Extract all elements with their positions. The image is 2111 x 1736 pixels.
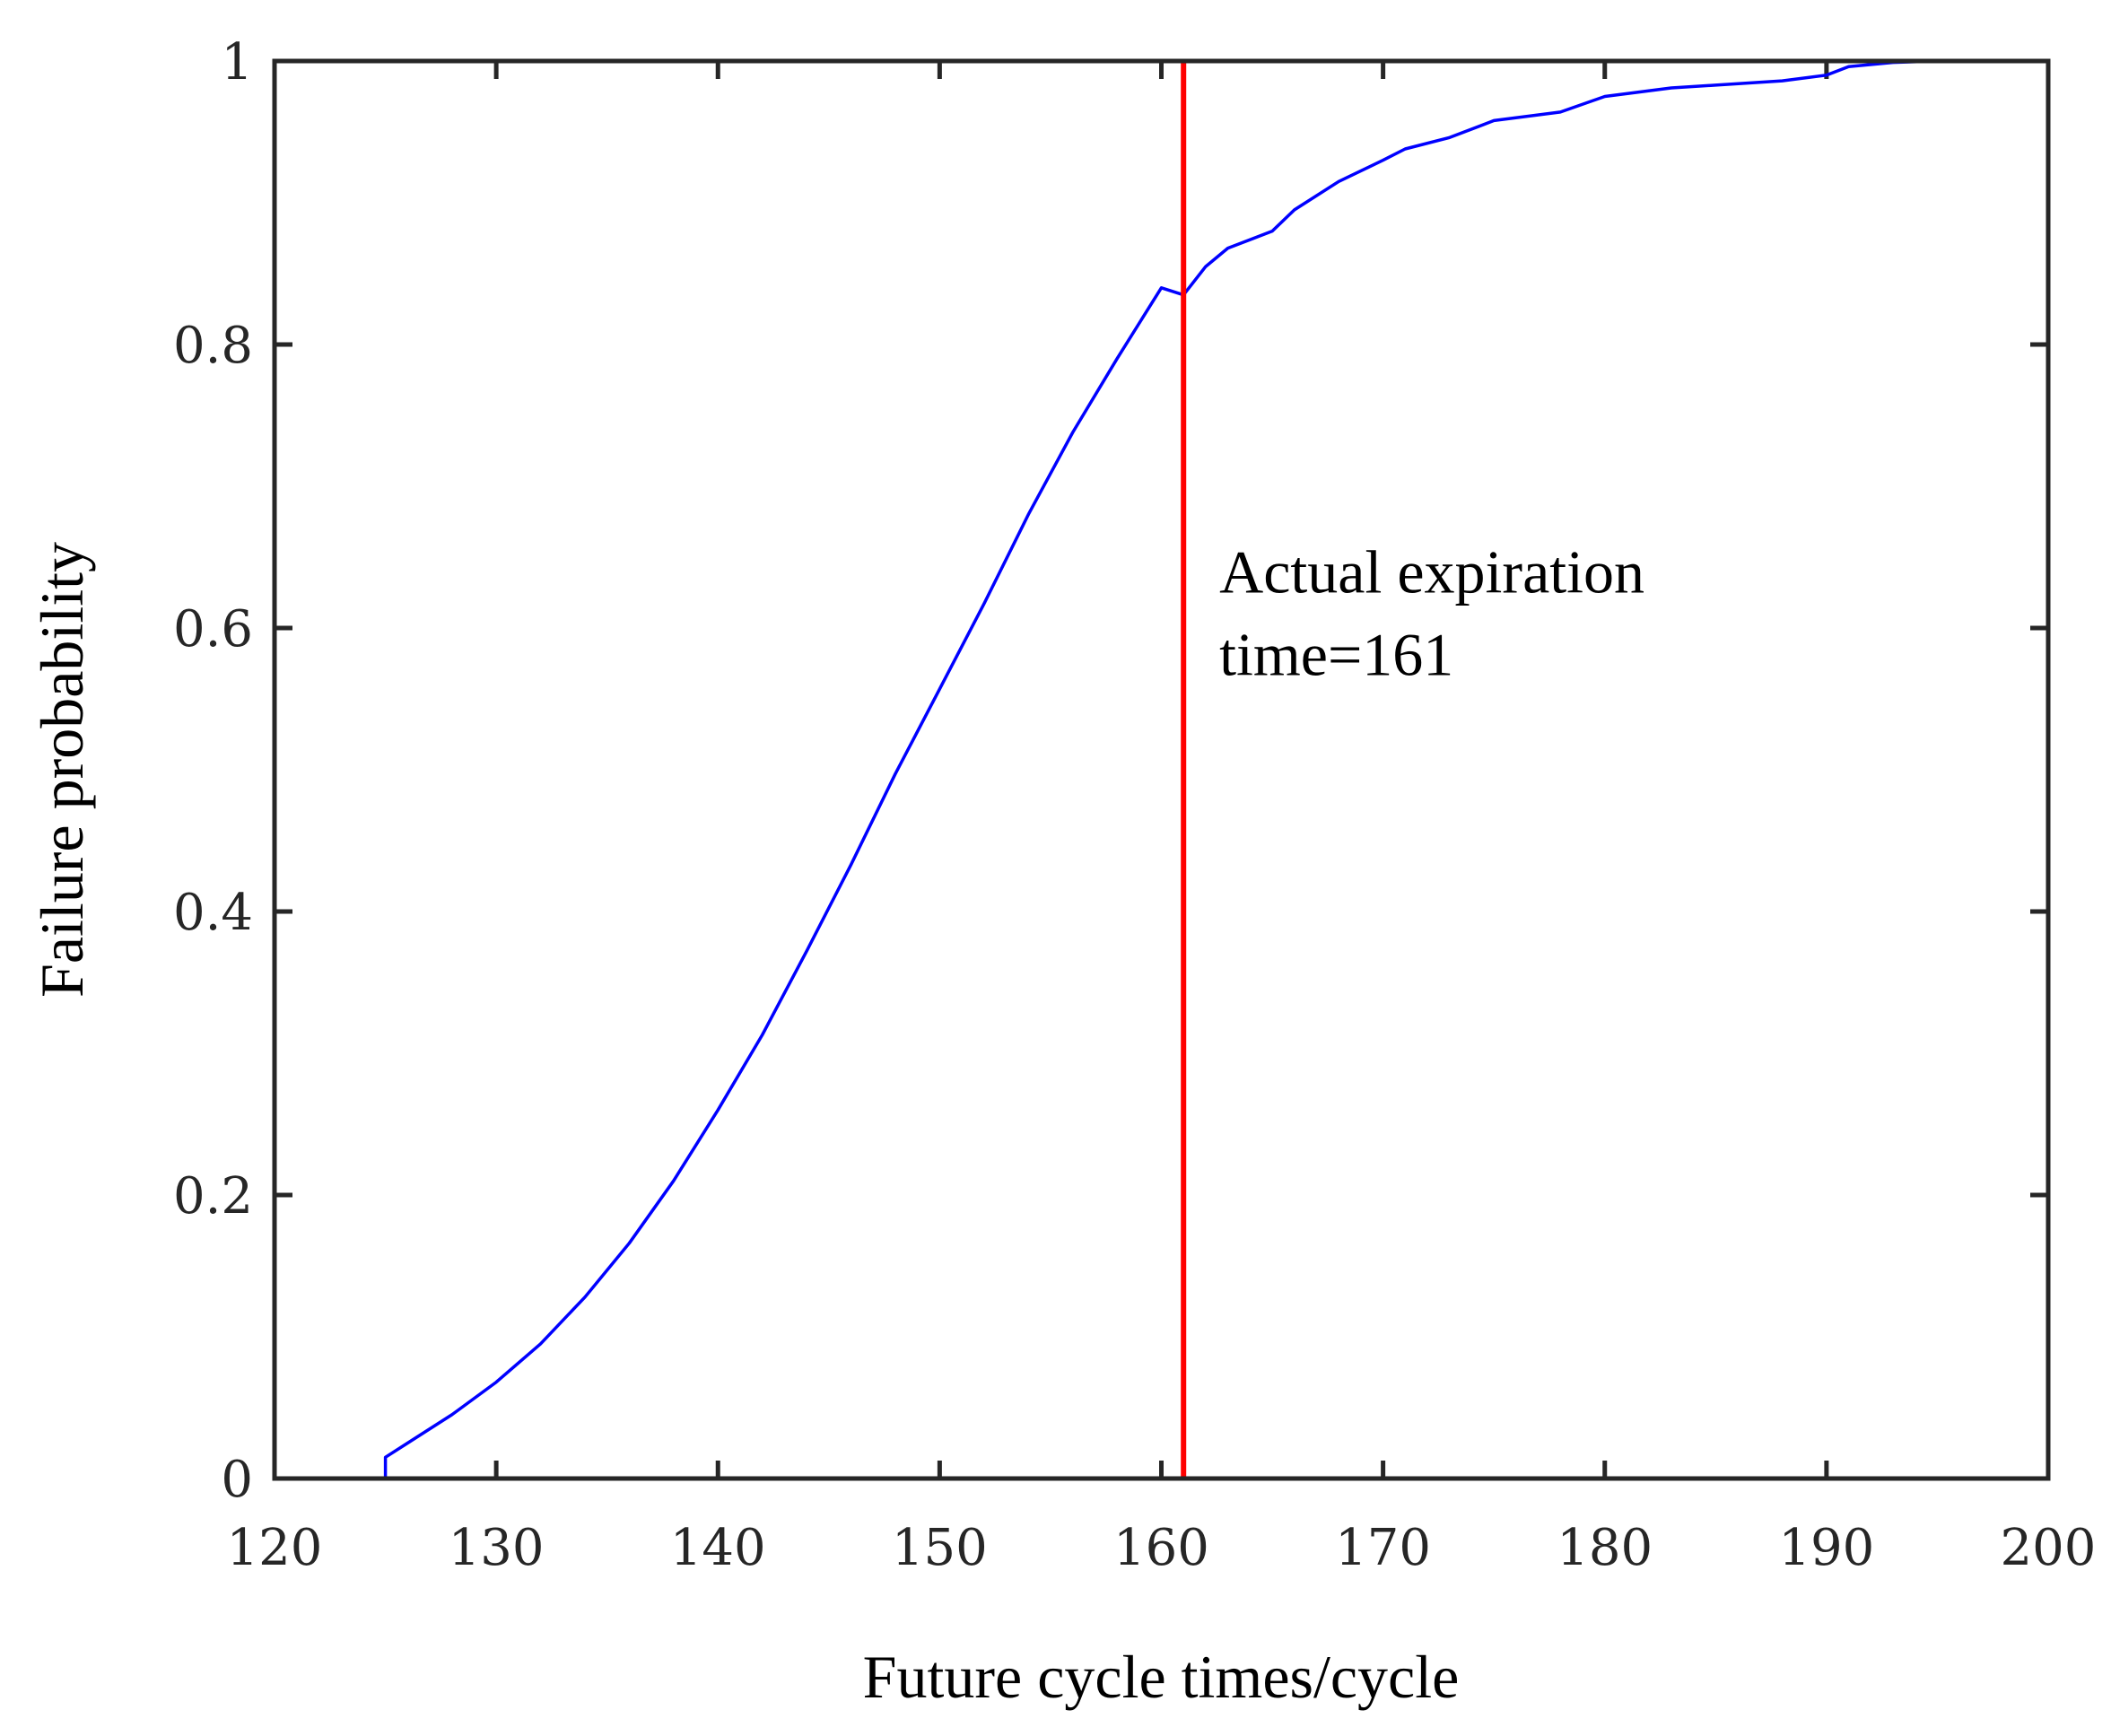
- x-tick-labels: 120 130 140 150 160 170 180 190 200: [227, 1519, 2097, 1577]
- y-tick-label: 0.4: [173, 884, 253, 942]
- annotation-line-2: time=161: [1219, 621, 1453, 689]
- y-tick-label: 0: [221, 1451, 253, 1509]
- annotation-line-1: Actual expiration: [1219, 538, 1644, 606]
- x-tick-label: 180: [1557, 1519, 1653, 1577]
- y-axis-label: Failure probability: [28, 542, 96, 998]
- x-tick-label: 120: [227, 1519, 323, 1577]
- y-tick-label: 0.2: [173, 1167, 253, 1226]
- plot-frame: [272, 58, 2051, 1481]
- x-tick-label: 190: [1778, 1519, 1874, 1577]
- series-group: [383, 59, 1938, 1479]
- x-tick-label: 170: [1335, 1519, 1431, 1577]
- x-tick-label: 140: [670, 1519, 766, 1577]
- failure-probability-line: [383, 59, 1938, 1479]
- x-tick-label: 150: [892, 1519, 988, 1577]
- x-tick-label: 200: [2001, 1519, 2097, 1577]
- x-tick-label: 130: [449, 1519, 545, 1577]
- x-tick-label: 160: [1113, 1519, 1209, 1577]
- x-axis-label: Future cycle times/cycle: [863, 1643, 1460, 1711]
- plot-background: [275, 61, 2048, 1479]
- y-tick-label: 1: [221, 33, 253, 92]
- y-tick-labels: 0 0.2 0.4 0.6 0.8 1: [173, 33, 253, 1509]
- y-tick-label: 0.6: [173, 600, 253, 659]
- y-tick-label: 0.8: [173, 317, 253, 375]
